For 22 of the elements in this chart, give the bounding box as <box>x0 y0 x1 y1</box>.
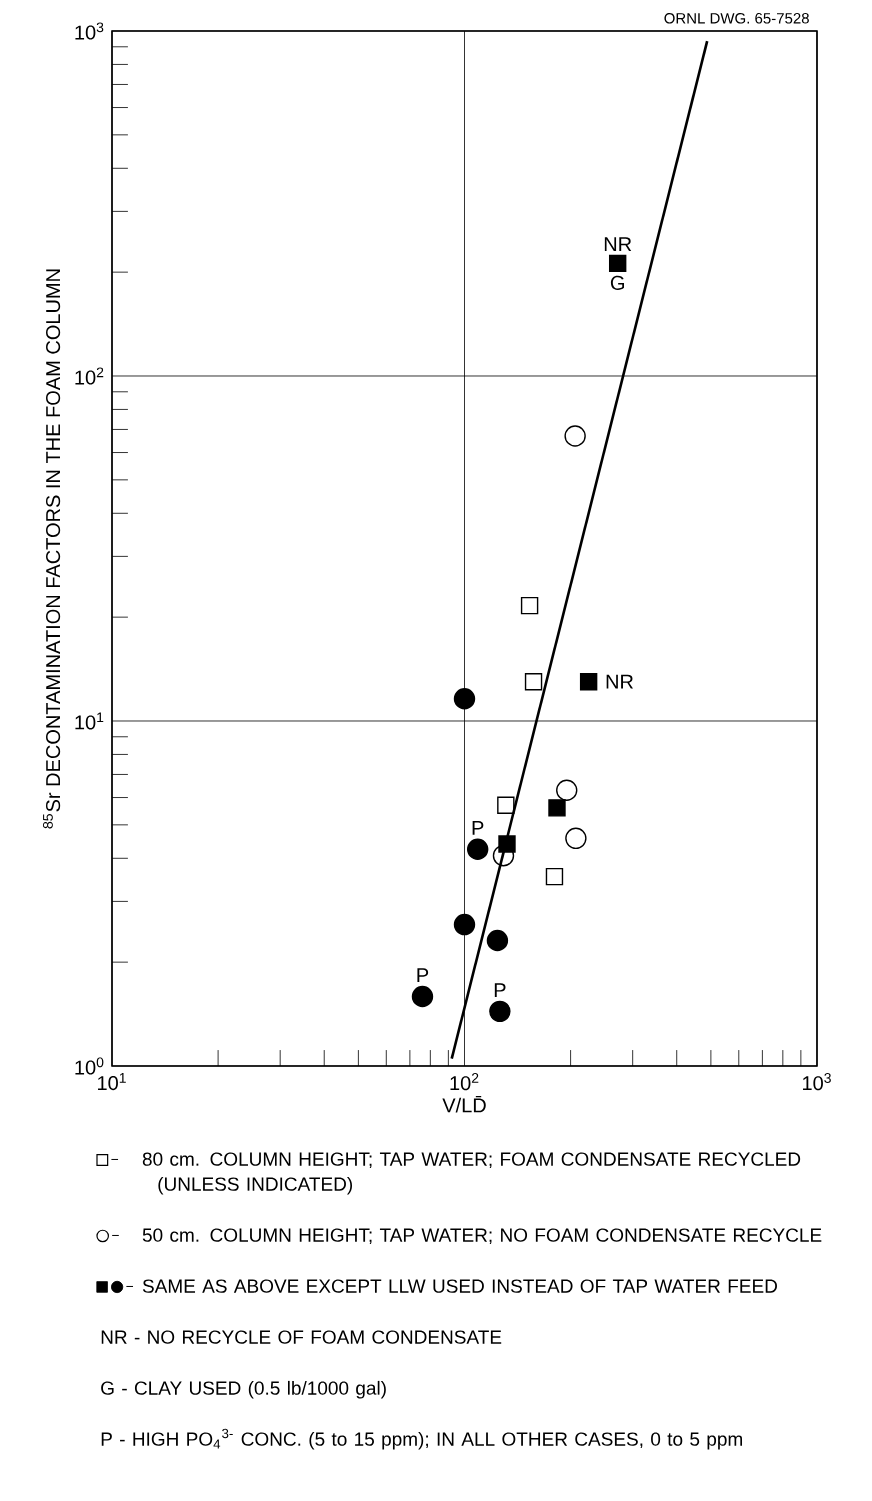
annotation: NR <box>604 237 632 252</box>
annotation: NR <box>606 674 633 689</box>
x-tick-label: 10$^{2}$ <box>450 1073 479 1091</box>
y-tick-label: 10$^{3}$ <box>75 22 104 40</box>
y-tick-label: 10$^{2}$ <box>75 367 104 385</box>
x-axis-title: V/LD̄ <box>442 1096 486 1113</box>
legend-label: SAME AS ABOVE EXCEPT LLW USED INSTEAD OF TAP WATER FEED <box>142 1279 777 1293</box>
annotation: G <box>610 275 624 290</box>
text: G - CLAY USED (0.5 lb/1000 gal) <box>101 1380 386 1399</box>
y-axis-title: $^{85}$Sr DECONTAMINATION FACTORS IN THE FOAM COLUMN <box>42 269 61 829</box>
text: P - HIGH PO$_{4}$$^{3-}$ CONC. (5 to 15 ppm); IN ALL OTHER CASES, 0 to 5 ppm <box>101 1428 742 1450</box>
x-tick-label: 10$^{3}$ <box>803 1073 831 1091</box>
y-tick-label: 10$^{0}$ <box>75 1057 104 1075</box>
x-tick-label: 10$^{1}$ <box>98 1073 126 1091</box>
legend-label: 50 cm. COLUMN HEIGHT; TAP WATER; NO FOAM CONDENSATE RECYCLE <box>142 1228 822 1245</box>
text: ORNL DWG. 65-7528 <box>664 12 809 24</box>
annotation: P <box>417 968 429 983</box>
y-tick-label: 10$^{1}$ <box>75 712 104 730</box>
annotation: P <box>472 821 484 835</box>
annotation: P <box>494 983 506 997</box>
text: NR - NO RECYCLE OF FOAM CONDENSATE <box>101 1330 502 1344</box>
legend-label: 80 cm. COLUMN HEIGHT; TAP WATER; FOAM CONDENSATE RECYCLED (UNLESS INDICATED) <box>142 1152 801 1195</box>
